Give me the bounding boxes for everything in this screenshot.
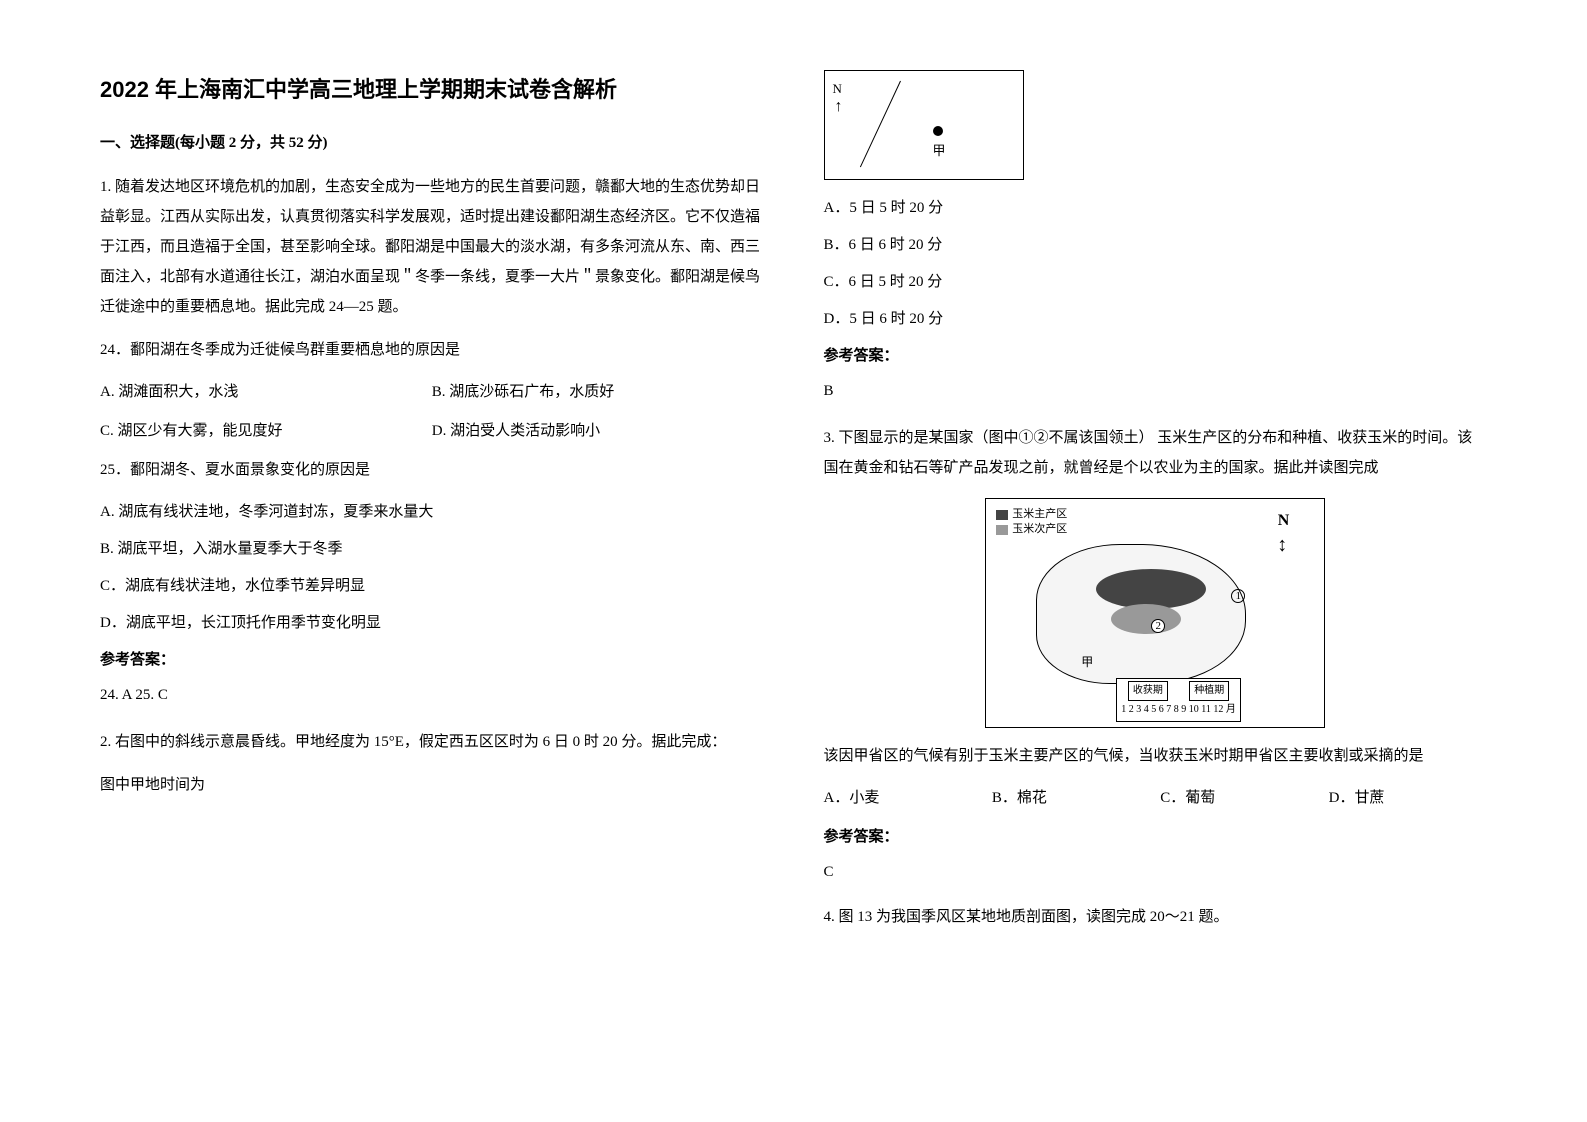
q24-option-c: C. 湖区少有大雾，能见度好 [100,418,432,445]
q2-prompt: 图中甲地时间为 [100,772,764,799]
q2-option-b: B．6 日 6 时 20 分 [824,232,1488,259]
q3-option-d: D．甘蔗 [1329,785,1487,812]
months-label: 1 2 3 4 5 6 7 8 9 10 11 12 月 [1121,701,1236,719]
q3-option-b: B．棉花 [992,785,1150,812]
legend-text-1: 玉米主产区 [1012,507,1067,522]
q3-option-a: A．小麦 [824,785,982,812]
exam-title: 2022 年上海南汇中学高三地理上学期期末试卷含解析 [100,70,764,110]
q2-stem: 2. 右图中的斜线示意晨昏线。甲地经度为 15°E，假定西五区区时为 6 日 0… [100,727,764,757]
q2-option-c: C．6 日 5 时 20 分 [824,269,1488,296]
plant-label: 种植期 [1189,681,1229,701]
q24-option-a: A. 湖滩面积大，水浅 [100,379,432,406]
q25-text: 25．鄱阳湖冬、夏水面景象变化的原因是 [100,457,764,484]
q25-option-a: A. 湖底有线状洼地，冬季河道封冻，夏季来水量大 [100,499,764,526]
map-shape: 1 2 甲 [1036,544,1256,694]
legend-item-2: 玉米次产区 [996,522,1067,537]
q24-option-b: B. 湖底沙砾石广布，水质好 [432,379,764,406]
q24-options-row1: A. 湖滩面积大，水浅 B. 湖底沙砾石广布，水质好 [100,379,764,406]
page-container: 2022 年上海南汇中学高三地理上学期期末试卷含解析 一、选择题(每小题 2 分… [100,70,1487,931]
q2-answer-label: 参考答案： [824,343,1488,370]
q25-option-b: B. 湖底平坦，入湖水量夏季大于冬季 [100,536,764,563]
map-legend: 玉米主产区 玉米次产区 [996,507,1067,538]
q3-prompt: 该因甲省区的气候有别于玉米主要产区的气候，当收获玉米时期甲省区主要收割或采摘的是 [824,743,1488,770]
timeline-labels: 收获期 种植期 [1121,681,1236,701]
q25-option-d: D．湖底平坦，长江顶托作用季节变化明显 [100,610,764,637]
map-jia-label: 甲 [1081,652,1093,674]
legend-box-dark-icon [996,510,1008,520]
point-jia-dot [933,126,943,136]
q1-stem: 1. 随着发达地区环境危机的加剧，生态安全成为一些地方的民生首要问题，赣鄱大地的… [100,172,764,322]
q3-answer-label: 参考答案： [824,824,1488,851]
right-column: N ↑ 甲 A．5 日 5 时 20 分 B．6 日 6 时 20 分 C．6 … [824,70,1488,931]
q1-answer: 24. A 25. C [100,682,764,709]
q25-option-c: C．湖底有线状洼地，水位季节差异明显 [100,573,764,600]
q3-options: A．小麦 B．棉花 C．葡萄 D．甘蔗 [824,785,1488,812]
q4-stem: 4. 图 13 为我国季风区某地地质剖面图，读图完成 20～21 题。 [824,904,1488,931]
harvest-label: 收获期 [1128,681,1168,701]
q1-answer-label: 参考答案： [100,647,764,674]
q24-option-d: D. 湖泊受人类活动影响小 [432,418,764,445]
map-north-arrow-icon: ↕ [1277,527,1287,563]
left-column: 2022 年上海南汇中学高三地理上学期期末试卷含解析 一、选择题(每小题 2 分… [100,70,764,931]
q2-option-a: A．5 日 5 时 20 分 [824,195,1488,222]
q3-stem: 3. 下图显示的是某国家（图中①②不属该国领土） 玉米生产区的分布和种植、收获玉… [824,423,1488,483]
q3-answer: C [824,859,1488,886]
timeline-box: 收获期 种植期 1 2 3 4 5 6 7 8 9 10 11 12 月 [1116,678,1241,722]
q3-figure: 玉米主产区 玉米次产区 N ↕ 1 2 甲 收获期 种植期 [985,498,1325,728]
q24-text: 24．鄱阳湖在冬季成为迁徙候鸟群重要栖息地的原因是 [100,337,764,364]
corn-main-region [1096,569,1206,609]
section-header: 一、选择题(每小题 2 分，共 52 分) [100,130,764,157]
q2-figure: N ↑ 甲 [824,70,1024,180]
north-arrow-icon: ↑ [835,93,843,122]
terminator-line [859,81,900,168]
q2-answer: B [824,378,1488,405]
legend-box-light-icon [996,525,1008,535]
legend-text-2: 玉米次产区 [1012,522,1067,537]
legend-item-1: 玉米主产区 [996,507,1067,522]
q2-option-d: D．5 日 6 时 20 分 [824,306,1488,333]
q24-options-row2: C. 湖区少有大雾，能见度好 D. 湖泊受人类活动影响小 [100,418,764,445]
corn-sub-region [1111,604,1181,634]
q3-option-c: C．葡萄 [1160,785,1318,812]
point-jia-label: 甲 [933,139,946,162]
